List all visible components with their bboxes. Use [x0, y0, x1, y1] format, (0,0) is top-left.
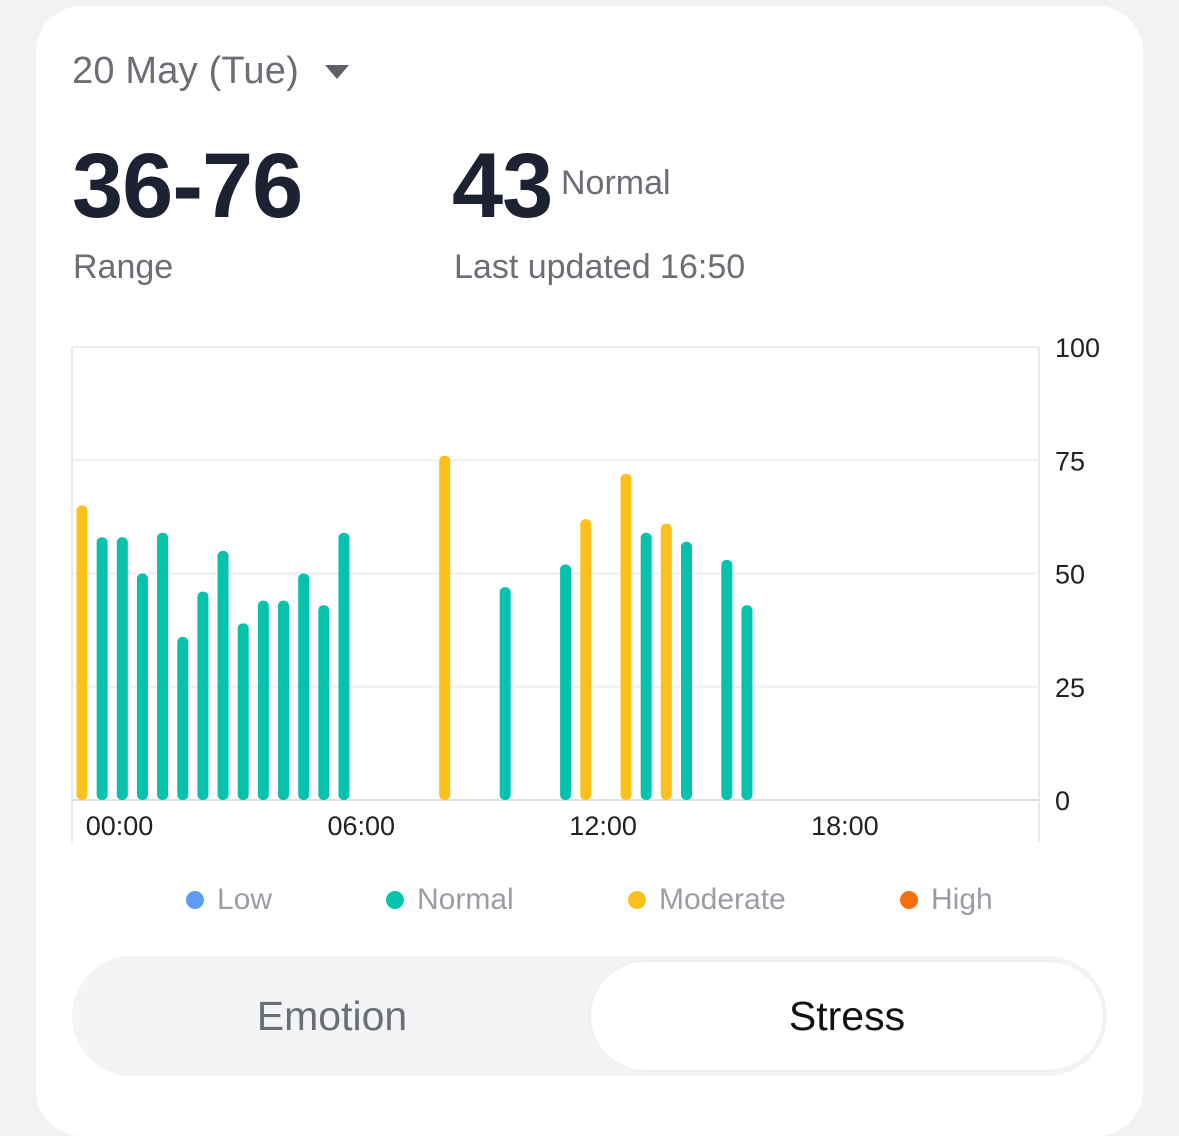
legend-label: Moderate [659, 883, 786, 916]
stress-bar [439, 455, 451, 800]
stress-bar [177, 636, 189, 800]
current-value: 43 [452, 135, 553, 237]
stress-bar [237, 623, 249, 800]
stress-bar [318, 605, 330, 800]
tab-stress[interactable]: Stress [591, 962, 1103, 1070]
y-tick-label: 25 [1055, 673, 1085, 703]
stress-bar [660, 523, 672, 800]
x-tick-label: 18:00 [811, 811, 879, 841]
stress-bar [217, 550, 229, 800]
y-tick-label: 100 [1055, 333, 1100, 363]
stress-bar [560, 564, 572, 800]
legend-item-moderate: Moderate [628, 880, 786, 920]
current-status: Normal [561, 164, 671, 202]
stress-bar [278, 600, 289, 800]
date-label: 20 May (Tue) [72, 49, 299, 92]
stress-bar [741, 605, 753, 800]
range-value: 36-76 [72, 135, 303, 237]
legend-item-low: Low [186, 880, 272, 920]
legend-label: Normal [417, 883, 514, 916]
range-label: Range [73, 248, 174, 286]
stress-bar [257, 600, 269, 800]
stress-bar [620, 473, 632, 800]
metric-tabs: Emotion Stress [72, 956, 1107, 1076]
stress-bar-chart: 0 25 50 75 100 00:00 06:00 12:00 18:00 [71, 333, 1100, 842]
stress-bar [96, 537, 108, 800]
y-tick-label: 75 [1055, 446, 1085, 476]
stress-bar [681, 541, 692, 800]
stress-bar [76, 505, 88, 800]
stress-bar [499, 587, 511, 800]
stress-bar [157, 532, 169, 800]
legend-dot-icon [186, 891, 204, 909]
last-updated: Last updated 16:50 [454, 248, 746, 286]
tab-emotion[interactable]: Emotion [256, 992, 408, 1039]
legend-label: Low [217, 883, 273, 916]
legend-label: High [931, 883, 993, 916]
legend-item-normal: Normal [386, 880, 514, 920]
x-tick-label: 00:00 [86, 811, 154, 841]
legend-dot-icon [900, 891, 918, 909]
stress-bar [116, 537, 128, 800]
stress-bar [338, 532, 350, 800]
stress-bar [298, 573, 310, 800]
legend-dot-icon [628, 891, 646, 909]
x-tick-label: 06:00 [328, 811, 396, 841]
stress-bar [136, 573, 148, 800]
y-tick-label: 50 [1055, 560, 1085, 590]
legend-item-high: High [900, 880, 993, 920]
y-tick-label: 0 [1055, 786, 1070, 816]
stress-bar [640, 532, 652, 800]
stress-bar [721, 559, 733, 800]
x-tick-label: 12:00 [569, 811, 637, 841]
stress-bar [580, 519, 592, 800]
caret-down-icon [324, 65, 349, 79]
stress-bar [197, 591, 209, 800]
date-selector[interactable]: 20 May (Tue) [72, 46, 349, 96]
legend-dot-icon [386, 891, 404, 909]
